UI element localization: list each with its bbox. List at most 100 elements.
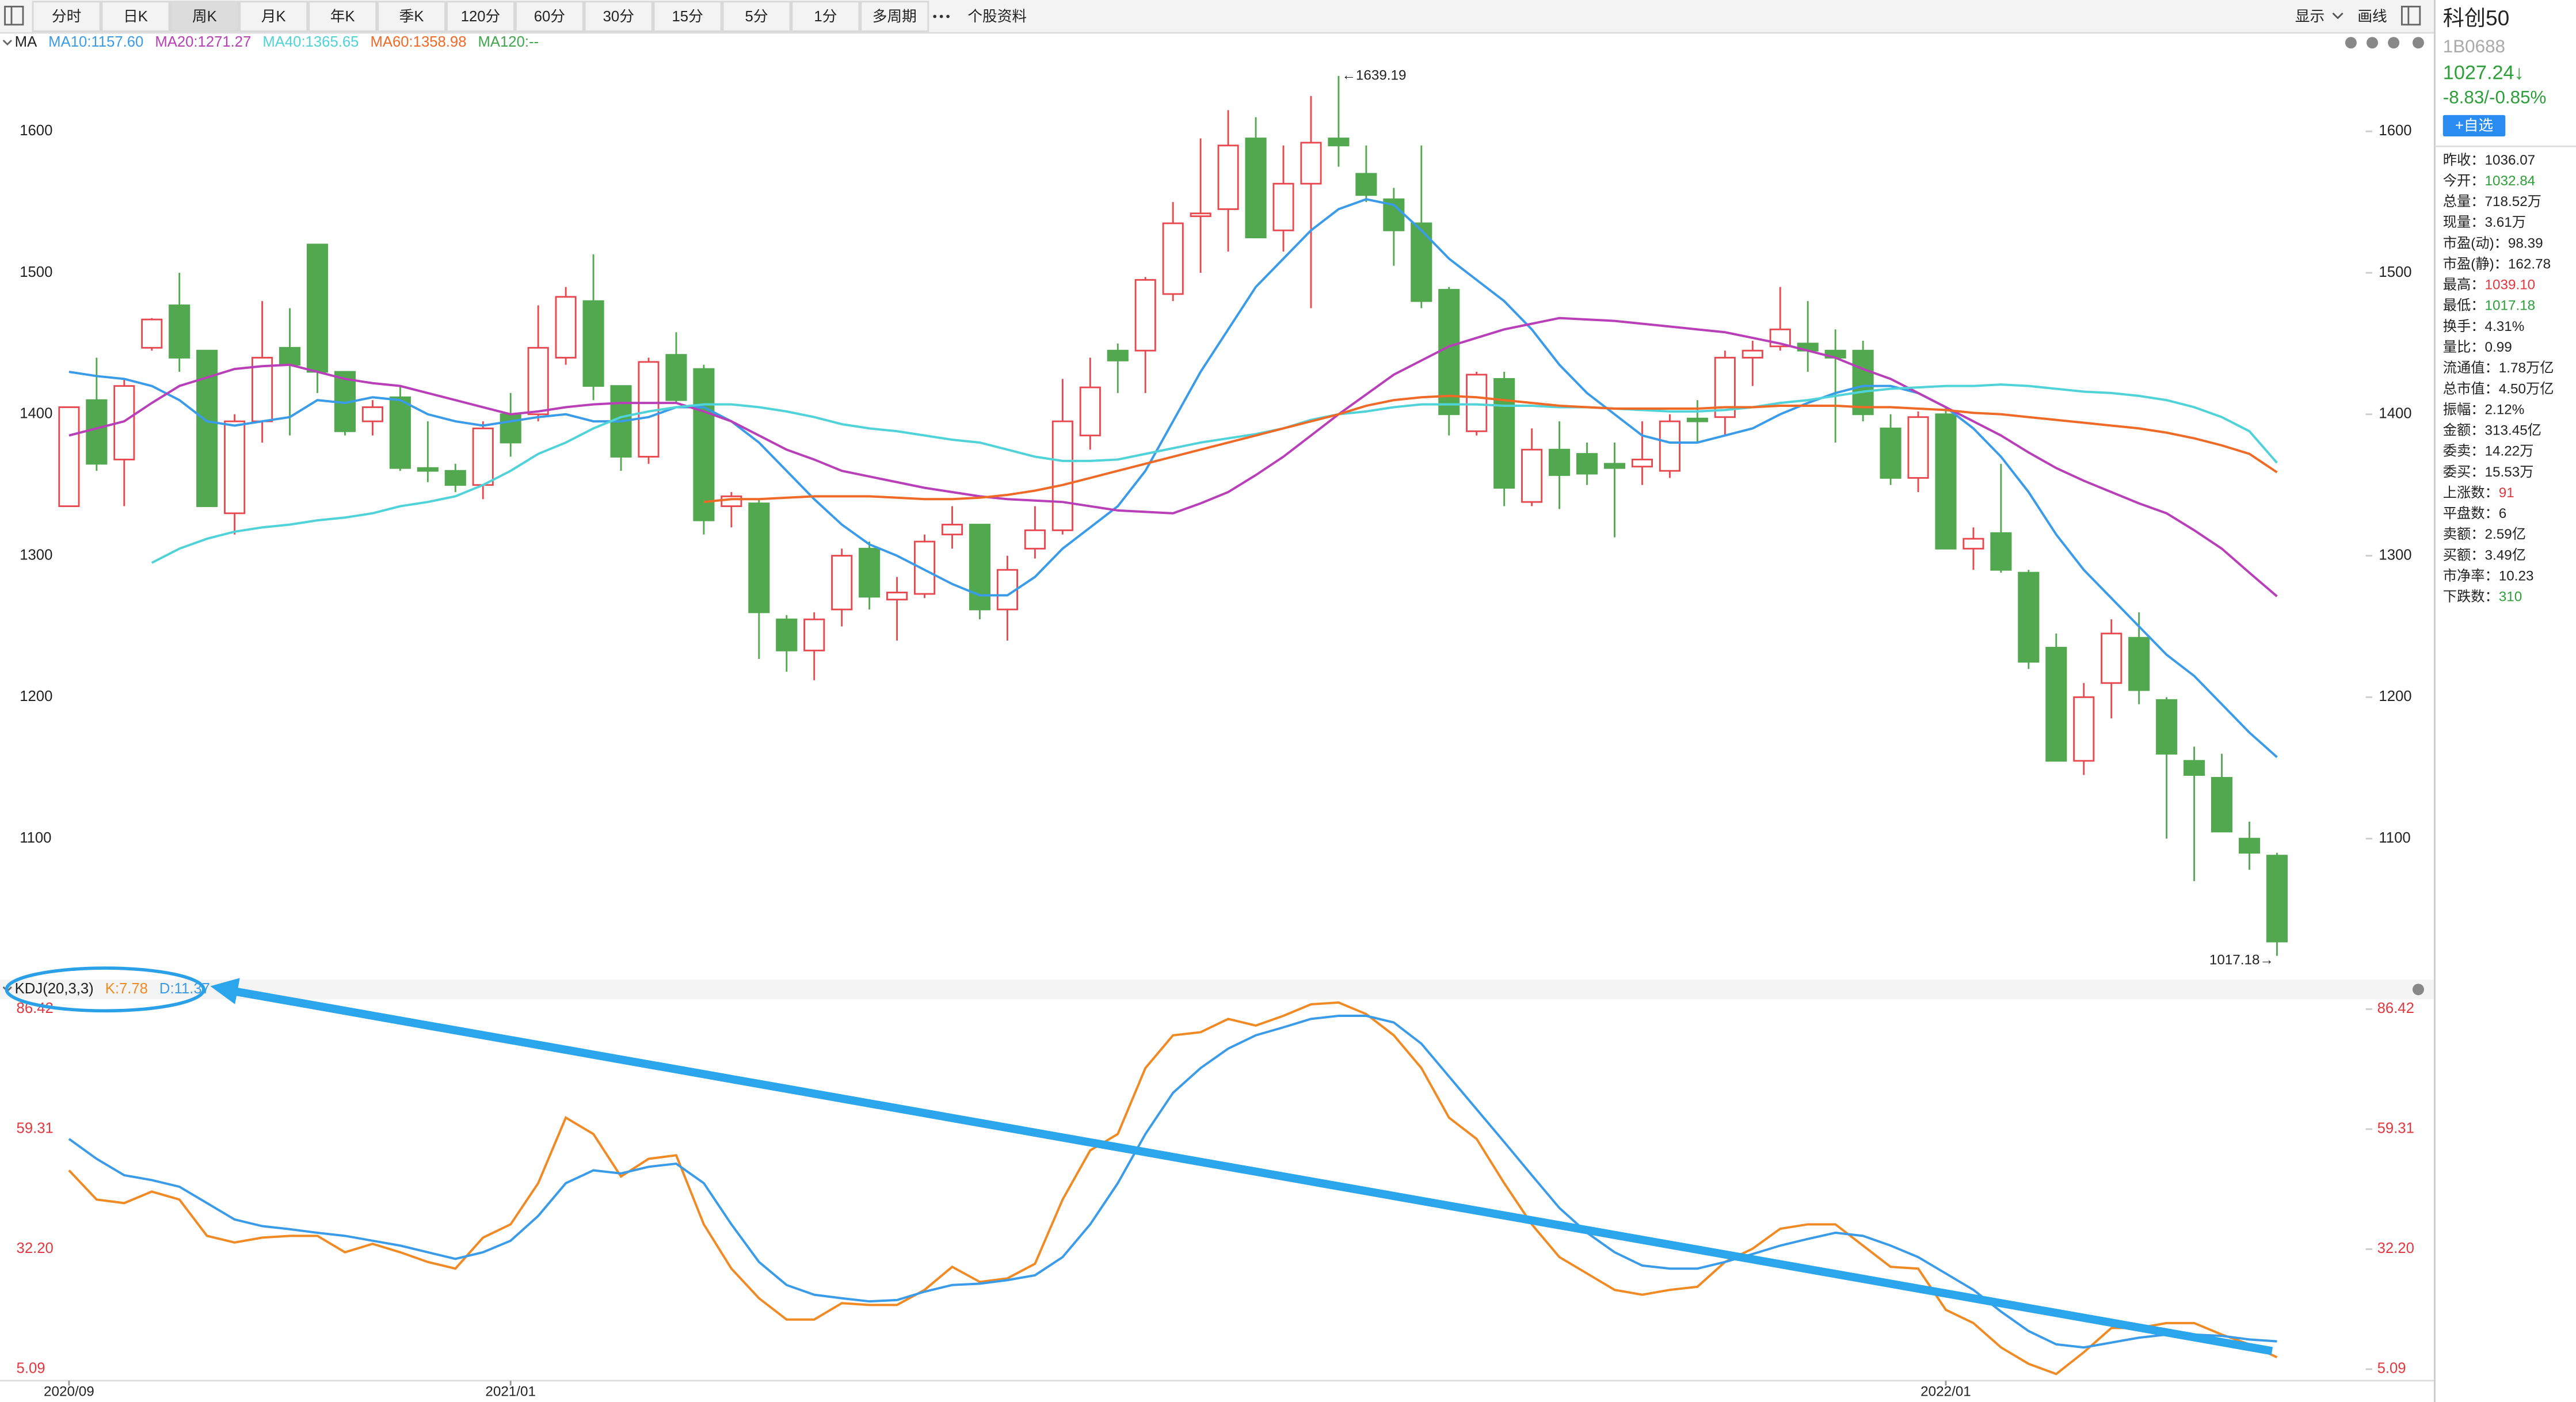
more-button[interactable] (933, 14, 950, 18)
stat-label: 量比： (2443, 340, 2485, 355)
stat: 卖额：2.59亿 (2443, 527, 2526, 543)
display-button[interactable]: 显示 (2295, 9, 2325, 25)
y-tick-label-right: 5.09 (2377, 1361, 2406, 1377)
y-tick-label-right: 1200 (2379, 688, 2411, 704)
candle-body (914, 540, 936, 595)
stat-value: 313.45亿 (2485, 423, 2541, 439)
period-label: 5分 (745, 9, 768, 25)
candle-body (1963, 538, 1984, 550)
candle-body (417, 467, 439, 472)
x-tick-label: 2021/01 (485, 1384, 536, 1399)
candle-body (86, 399, 108, 465)
candle-body (941, 524, 963, 536)
candle-body (141, 318, 163, 349)
stat-label: 最高： (2443, 277, 2485, 293)
period-button[interactable]: 周K (170, 1, 239, 32)
stat: 金额：313.45亿 (2443, 423, 2541, 439)
min-label: 1017.18→ (2209, 953, 2274, 968)
draw-button[interactable]: 画线 (2357, 8, 2387, 25)
candle-body (1742, 349, 1763, 359)
stat: 最高：1039.10 (2443, 277, 2535, 293)
stat-label: 金额： (2443, 423, 2485, 439)
candle-body (1245, 138, 1267, 238)
stat-value: 1032.84 (2485, 173, 2536, 189)
candle-body (2128, 637, 2150, 691)
period-button[interactable]: 30分 (584, 1, 653, 32)
period-button-bg (446, 1, 515, 32)
candle-body (748, 502, 770, 614)
stat-label: 委买： (2443, 464, 2485, 480)
y-tick-label-right: 86.42 (2377, 1000, 2414, 1016)
stat: 总量：718.52万 (2443, 195, 2541, 210)
chart-tools[interactable] (2345, 37, 2424, 996)
stat-label: 平盘数： (2443, 506, 2499, 521)
stat: 市盈(静)：162.78 (2443, 257, 2551, 272)
candle-body (2073, 696, 2095, 762)
period-button[interactable]: 1分 (791, 1, 860, 32)
add-watchlist[interactable]: +自选 (2442, 115, 2506, 137)
stat-value: 1036.07 (2485, 153, 2536, 168)
candle-body (1134, 279, 1156, 352)
candle-body (1576, 453, 1598, 475)
period-label: 月K (261, 9, 286, 25)
stat-label: 委卖： (2443, 444, 2485, 459)
period-button[interactable]: 5分 (722, 1, 791, 32)
candle-body (859, 547, 881, 598)
period-button-bg (860, 1, 929, 32)
candle-body (996, 569, 1018, 611)
period-label: 120分 (461, 9, 501, 25)
y-tick-label: 5.09 (17, 1361, 45, 1377)
stat-value: 10.23 (2499, 569, 2534, 584)
stat-value: 14.22万 (2485, 444, 2534, 459)
stat-label: 上涨数： (2443, 485, 2499, 501)
sidebar-toggle[interactable] (4, 5, 24, 26)
candle-body (500, 413, 521, 444)
stat-value: 0.99 (2485, 340, 2512, 355)
period-button[interactable]: 日K (101, 1, 170, 32)
period-label: 15分 (672, 9, 703, 25)
profile-button[interactable]: 个股资料 (967, 8, 1027, 25)
stat-label: 市盈(动)： (2443, 236, 2508, 252)
y-tick-label: 1500 (20, 264, 52, 280)
period-button[interactable]: 月K (239, 1, 308, 32)
candle-body (472, 427, 494, 486)
candle-body (2183, 760, 2205, 776)
stat-value: 1017.18 (2485, 298, 2536, 314)
panel-toggle[interactable] (2400, 5, 2421, 26)
line (151, 383, 2278, 564)
candle-body (2211, 777, 2233, 833)
y-tick-label-right: 59.31 (2377, 1121, 2414, 1137)
period-button-bg (32, 1, 101, 32)
period-label: 季K (399, 8, 424, 25)
candle-body (1272, 182, 1294, 231)
period-button[interactable]: 60分 (515, 1, 584, 32)
y-tick-label: 1300 (20, 547, 52, 563)
period-button[interactable]: 15分 (653, 1, 722, 32)
stat: 委买：15.53万 (2443, 464, 2534, 480)
period-button[interactable]: 分时 (32, 1, 101, 32)
period-button-bg (308, 1, 378, 32)
candle-body (279, 346, 301, 366)
indicator-name: MA (15, 34, 37, 50)
period-button-bg (170, 1, 239, 32)
candle-body (803, 618, 825, 652)
candle-body (1466, 374, 1488, 432)
candle-body (693, 368, 715, 521)
stat-value: 98.39 (2508, 236, 2543, 252)
candle-body (886, 592, 908, 601)
period-button[interactable]: 季K (377, 1, 447, 32)
candle-body (113, 385, 135, 460)
candle-body (1162, 222, 1184, 295)
add-watchlist-label: +自选 (2455, 117, 2493, 134)
candle-body (251, 357, 273, 422)
y-tick-label: 1600 (20, 123, 52, 139)
period-button[interactable]: 多周期 (860, 1, 929, 32)
candle-body (1990, 532, 2012, 571)
period-button[interactable]: 120分 (446, 1, 515, 32)
period-button[interactable]: 年K (308, 1, 378, 32)
candle-body (1521, 448, 1543, 503)
candle-body (361, 406, 383, 422)
stat-label: 流通值： (2443, 361, 2499, 376)
stat-label: 市盈(静)： (2443, 257, 2508, 272)
period-label: 年K (330, 8, 355, 25)
